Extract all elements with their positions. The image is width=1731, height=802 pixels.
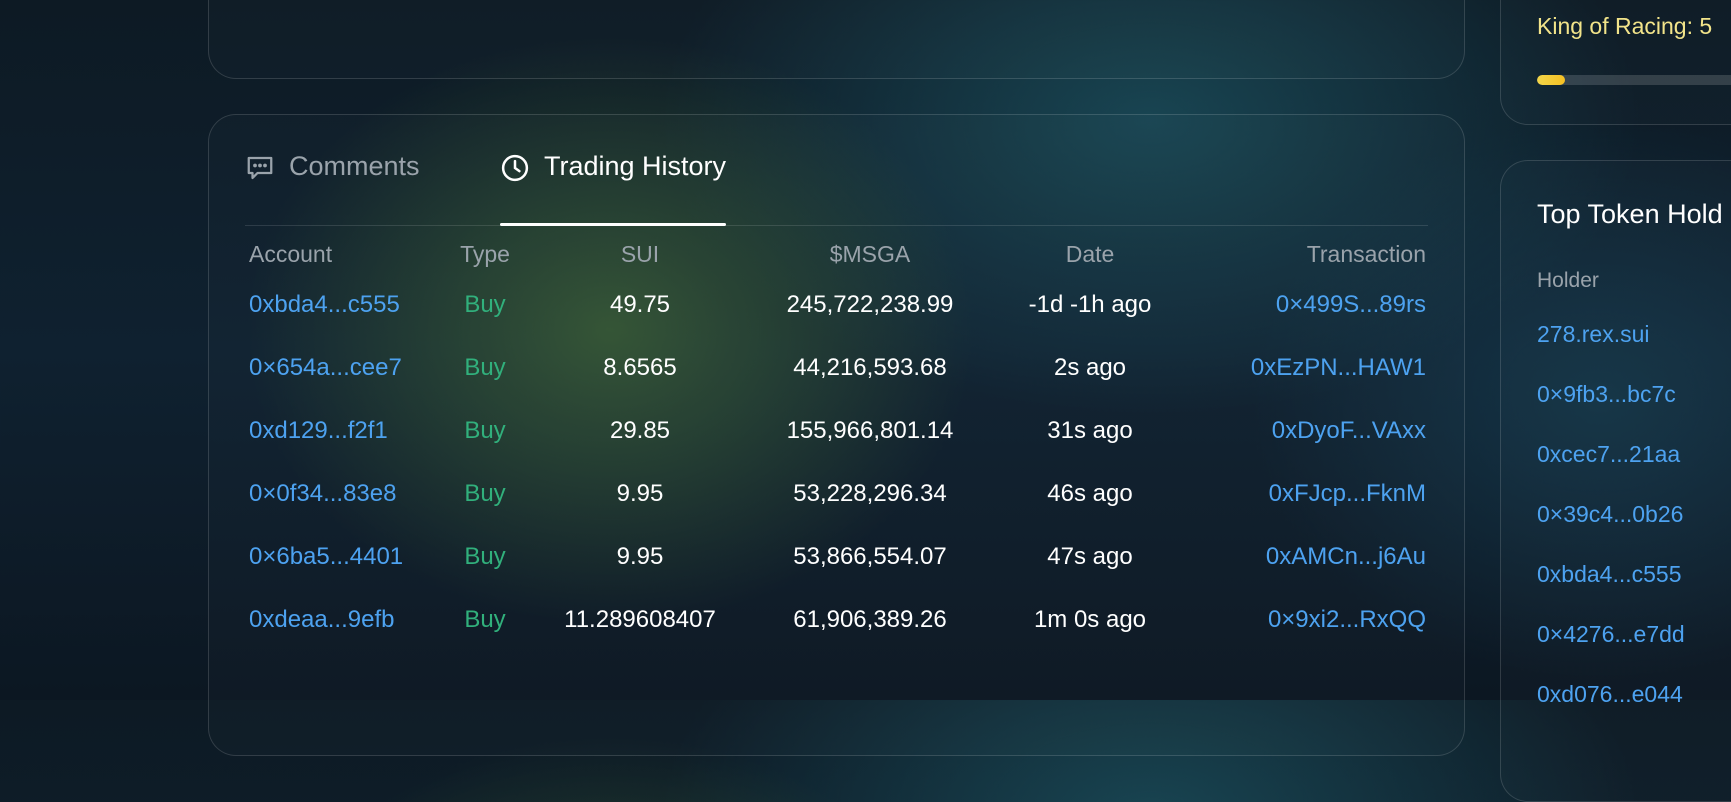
trade-type: Buy	[464, 606, 506, 633]
sui-amount: 9.95	[616, 543, 664, 570]
activity-tabs: Comments Trading History	[245, 115, 1428, 226]
trade-type: Buy	[464, 291, 506, 318]
king-of-racing-label: King of Racing: 5	[1537, 13, 1713, 39]
table-row: 0xbda4...c555 Buy 49.75 245,722,238.99 -…	[245, 291, 1428, 354]
transaction-link[interactable]: 0xFJcp...FknM	[1268, 480, 1426, 507]
account-link[interactable]: 0xbda4...c555	[249, 291, 400, 318]
trade-date: 31s ago	[1047, 417, 1133, 444]
transaction-link[interactable]: 0×9xi2...RxQQ	[1267, 606, 1426, 633]
top-token-holders-card: Top Token Hold Holder 278.rex.sui 0×9fb3…	[1500, 160, 1731, 802]
transaction-link[interactable]: 0xEzPN...HAW1	[1250, 354, 1426, 381]
msga-amount: 245,722,238.99	[786, 291, 954, 318]
table-row: 0×6ba5...4401 Buy 9.95 53,866,554.07 47s…	[245, 543, 1428, 606]
trade-type: Buy	[464, 480, 506, 507]
trade-date: 47s ago	[1047, 543, 1133, 570]
trade-type: Buy	[464, 354, 506, 381]
header-account: Account	[249, 241, 333, 267]
msga-amount: 44,216,593.68	[793, 354, 947, 381]
trade-date: 2s ago	[1053, 354, 1127, 381]
tab-trading-history[interactable]: Trading History	[500, 151, 727, 226]
msga-amount: 53,228,296.34	[793, 480, 947, 507]
token-info-card	[208, 0, 1465, 79]
transaction-link[interactable]: 0xAMCn...j6Au	[1265, 543, 1426, 570]
holder-link[interactable]: 0xcec7...21aa	[1537, 441, 1681, 467]
msga-amount: 61,906,389.26	[793, 606, 947, 633]
header-msga: $MSGA	[829, 241, 911, 267]
account-link[interactable]: 0xd129...f2f1	[249, 417, 388, 444]
header-type: Type	[460, 241, 510, 267]
table-row: 0xd129...f2f1 Buy 29.85 155,966,801.14 3…	[245, 417, 1428, 480]
king-of-racing-card: King of Racing: 5	[1500, 0, 1731, 125]
transaction-link[interactable]: 0xDyoF...VAxx	[1271, 417, 1426, 444]
holder-link[interactable]: 278.rex.sui	[1537, 321, 1650, 347]
trade-date: 1m 0s ago	[1033, 606, 1147, 633]
holders-title: Top Token Hold	[1537, 199, 1723, 229]
table-row: 0×0f34...83e8 Buy 9.95 53,228,296.34 46s…	[245, 480, 1428, 543]
account-link[interactable]: 0×6ba5...4401	[249, 543, 404, 570]
trading-history-table: Account Type SUI $MSGA Date Transaction …	[245, 239, 1428, 669]
transaction-link[interactable]: 0×499S...89rs	[1275, 291, 1426, 318]
clock-icon	[501, 154, 529, 182]
holder-link[interactable]: 0×9fb3...bc7c	[1537, 381, 1676, 407]
trade-type: Buy	[464, 417, 506, 444]
sui-amount: 49.75	[609, 291, 671, 318]
tab-comments[interactable]: Comments	[245, 151, 420, 225]
account-link[interactable]: 0×654a...cee7	[249, 354, 402, 381]
holders-column-header: Holder	[1537, 269, 1599, 292]
king-progress-bar	[1537, 75, 1731, 85]
holder-link[interactable]: 0xd076...e044	[1537, 681, 1683, 707]
header-sui: SUI	[620, 241, 660, 267]
sui-amount: 29.85	[609, 417, 671, 444]
tab-comments-label: Comments	[289, 151, 420, 181]
trade-date: -1d -1h ago	[1028, 291, 1152, 318]
holder-link[interactable]: 0×4276...e7dd	[1537, 621, 1685, 647]
account-link[interactable]: 0xdeaa...9efb	[249, 606, 395, 633]
table-row: 0xdeaa...9efb Buy 11.289608407 61,906,38…	[245, 606, 1428, 669]
tab-trading-history-label: Trading History	[544, 151, 727, 181]
table-row: 0×654a...cee7 Buy 8.6565 44,216,593.68 2…	[245, 354, 1428, 417]
king-progress-fill	[1537, 75, 1565, 85]
account-link[interactable]: 0×0f34...83e8	[249, 480, 397, 507]
table-header: Account Type SUI $MSGA Date Transaction	[245, 239, 1428, 291]
sui-amount: 11.289608407	[564, 606, 716, 633]
sui-amount: 9.95	[616, 480, 664, 507]
comment-icon	[247, 156, 273, 180]
msga-amount: 53,866,554.07	[793, 543, 947, 570]
activity-card: Comments Trading History Account Type SU…	[208, 114, 1465, 756]
trade-type: Buy	[464, 543, 506, 570]
header-date: Date	[1065, 241, 1115, 267]
holders-list: 278.rex.sui 0×9fb3...bc7c 0xcec7...21aa …	[1537, 321, 1685, 741]
holder-link[interactable]: 0xbda4...c555	[1537, 561, 1682, 587]
header-transaction: Transaction	[1306, 241, 1426, 267]
trade-date: 46s ago	[1047, 480, 1133, 507]
msga-amount: 155,966,801.14	[786, 417, 954, 444]
holder-link[interactable]: 0×39c4...0b26	[1537, 501, 1684, 527]
sui-amount: 8.6565	[603, 354, 677, 381]
